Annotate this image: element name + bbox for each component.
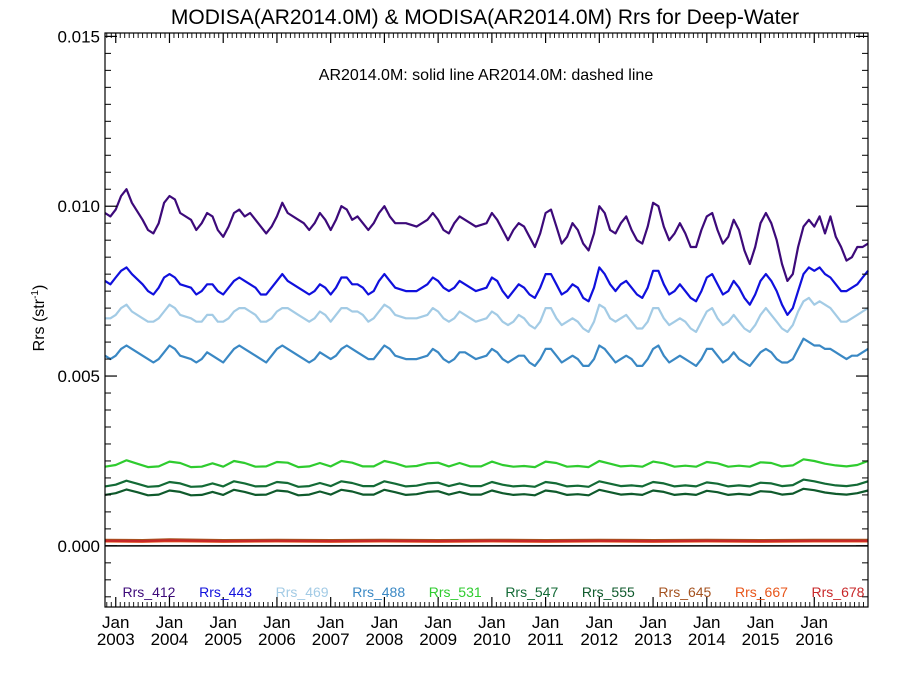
x-tick-label-month: Jan	[156, 613, 183, 632]
x-tick-label-year: 2008	[365, 630, 403, 649]
y-tick-label: 0.010	[57, 197, 100, 216]
y-tick-label: 0.000	[57, 537, 100, 556]
legend-entry-rrs-531: Rrs_531	[429, 584, 482, 600]
legend-entry-rrs-547: Rrs_547	[505, 584, 558, 600]
y-axis-label: Rrs (str-1)	[30, 285, 48, 352]
x-tick-label-month: Jan	[801, 613, 828, 632]
x-tick-label-year: 2005	[204, 630, 242, 649]
x-tick-label-month: Jan	[263, 613, 290, 632]
y-axis-label-main: Rrs (str	[31, 298, 48, 351]
x-tick-label-month: Jan	[586, 613, 613, 632]
x-tick-label-year: 2009	[419, 630, 457, 649]
x-tick-label-year: 2006	[258, 630, 296, 649]
series-line-rrs-412	[104, 188, 869, 282]
series-line-rrs-555	[104, 487, 869, 497]
chart-title: MODISA(AR2014.0M) & MODISA(AR2014.0M) Rr…	[171, 6, 799, 29]
x-tick-label-month: Jan	[210, 613, 237, 632]
legend-entry-rrs-645: Rrs_645	[658, 584, 711, 600]
x-tick-label-year: 2014	[688, 630, 726, 649]
x-tick-label-month: Jan	[371, 613, 398, 632]
x-tick-label-year: 2010	[473, 630, 511, 649]
series-line-rrs-469	[105, 296, 869, 333]
legend: Rrs_412 Rrs_443 Rrs_469 Rrs_488 Rrs_531 Rrs_5…	[123, 584, 865, 600]
x-tick-label-month: Jan	[478, 613, 505, 632]
legend-entry-rrs-488: Rrs_488	[352, 584, 405, 600]
y-axis-label-sup: -1	[30, 290, 41, 299]
x-tick-label-year: 2015	[742, 630, 780, 649]
x-tick-label-year: 2012	[580, 630, 618, 649]
series-line-rrs-531	[104, 458, 869, 469]
x-tick-label-year: 2003	[97, 630, 135, 649]
x-tick-label-month: Jan	[102, 613, 129, 632]
y-axis-label-tail: )	[31, 285, 48, 290]
x-tick-label-year: 2013	[634, 630, 672, 649]
series-line-rrs-443	[104, 266, 869, 316]
x-tick-label-year: 2016	[795, 630, 833, 649]
legend-entry-rrs-555: Rrs_555	[582, 584, 635, 600]
x-tick-label-month: Jan	[747, 613, 774, 632]
series-line-rrs-488	[104, 337, 869, 367]
legend-entry-rrs-443: Rrs_443	[199, 584, 252, 600]
y-tick-label: 0.005	[57, 367, 100, 386]
series-line-rrs-547	[104, 478, 869, 488]
axes-layer: 0.0000.0050.0100.015Jan2003Jan2004Jan200…	[57, 27, 869, 649]
x-tick-label-year: 2011	[527, 630, 564, 649]
x-tick-label-year: 2004	[151, 630, 189, 649]
x-tick-label-month: Jan	[424, 613, 451, 632]
legend-entry-rrs-412: Rrs_412	[123, 584, 176, 600]
legend-entry-rrs-469: Rrs_469	[276, 584, 329, 600]
series-line-rrs-678	[104, 539, 868, 543]
legend-entry-rrs-678: Rrs_678	[812, 584, 865, 600]
x-tick-label-month: Jan	[693, 613, 720, 632]
chart-subtitle: AR2014.0M: solid line AR2014.0M: dashed …	[319, 67, 654, 84]
y-tick-label: 0.015	[57, 27, 100, 46]
x-tick-label-month: Jan	[317, 613, 344, 632]
series-layer	[104, 188, 869, 543]
legend-entry-rrs-667: Rrs_667	[735, 584, 788, 600]
x-tick-label-month: Jan	[532, 613, 559, 632]
x-tick-label-month: Jan	[639, 613, 666, 632]
x-tick-label-year: 2007	[312, 630, 350, 649]
plot-frame	[104, 32, 869, 608]
